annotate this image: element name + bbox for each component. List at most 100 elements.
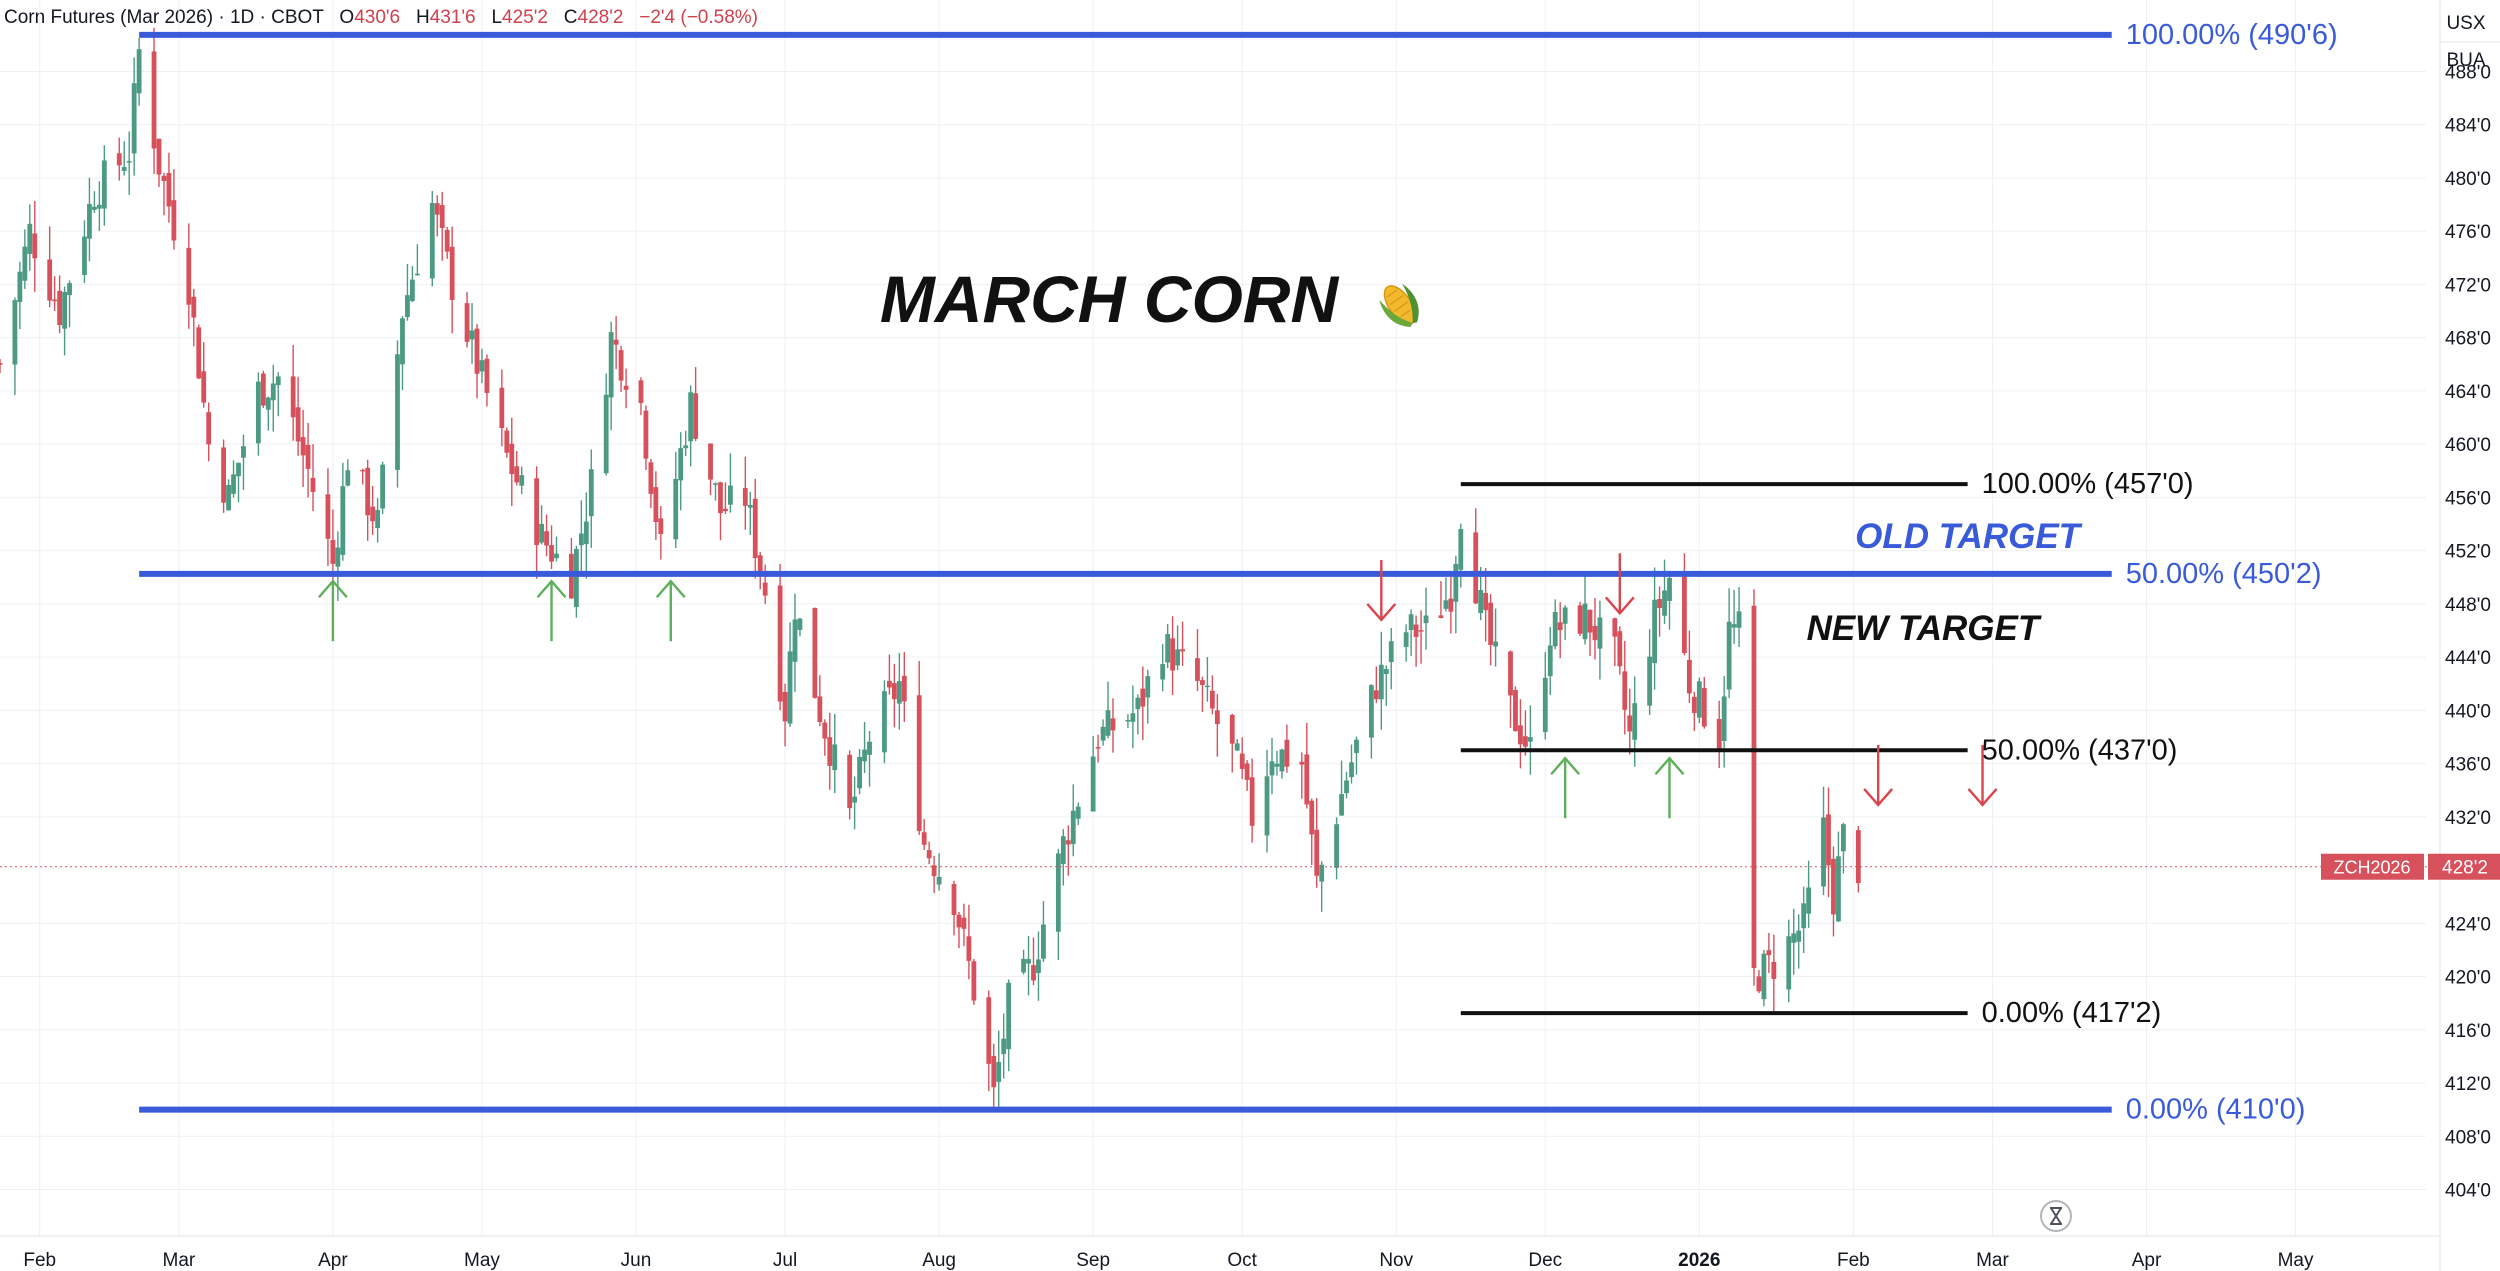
candle-body bbox=[275, 376, 281, 386]
candle-body bbox=[936, 876, 942, 885]
candle-body bbox=[1508, 651, 1513, 696]
y-tick-label: 432'0 bbox=[2445, 808, 2491, 829]
candle-body bbox=[867, 741, 872, 755]
candle-body bbox=[1413, 624, 1419, 637]
candle-body bbox=[1731, 624, 1737, 628]
candle-body bbox=[688, 392, 694, 442]
candle-body bbox=[1314, 829, 1320, 876]
candle-body bbox=[514, 466, 520, 483]
candle-body bbox=[1145, 676, 1151, 698]
candle-body bbox=[444, 229, 450, 252]
corn-husk-left bbox=[1379, 299, 1413, 327]
y-tick-label: 476'0 bbox=[2445, 222, 2491, 243]
candle-body bbox=[708, 443, 713, 480]
candle-body bbox=[1100, 726, 1106, 741]
candle-body bbox=[862, 749, 867, 762]
candle-body bbox=[116, 153, 122, 166]
y-tick-label: 436'0 bbox=[2445, 755, 2491, 776]
candle-body bbox=[1349, 762, 1354, 778]
candle-body bbox=[206, 412, 212, 445]
candle-body bbox=[265, 397, 271, 410]
candle-body bbox=[1662, 590, 1667, 616]
candle-body bbox=[956, 914, 962, 928]
candle-body bbox=[1513, 690, 1518, 732]
up-arrow-icon bbox=[1550, 756, 1581, 819]
candle-body bbox=[1026, 959, 1031, 964]
down-arrow-icon bbox=[1967, 744, 1998, 807]
candle-body bbox=[1696, 681, 1702, 718]
candle-body bbox=[1721, 696, 1727, 741]
y-tick-label: 448'0 bbox=[2445, 595, 2491, 616]
y-tick-label: 480'0 bbox=[2445, 169, 2491, 190]
candle-body bbox=[1269, 761, 1275, 776]
candle-body bbox=[375, 509, 381, 529]
candle-body bbox=[1652, 599, 1657, 664]
candle-body bbox=[1309, 800, 1315, 835]
candle-body bbox=[951, 884, 957, 915]
candle-body bbox=[1527, 737, 1533, 742]
candle-body bbox=[509, 443, 515, 475]
candle-body bbox=[1701, 687, 1707, 727]
candle-body bbox=[260, 373, 266, 406]
arrow-head bbox=[318, 579, 348, 599]
arrow-head bbox=[655, 579, 686, 599]
candle-body bbox=[817, 696, 823, 722]
candle-body bbox=[171, 200, 177, 241]
annotation-label: NEW TARGET bbox=[1807, 609, 2042, 648]
candle-body bbox=[335, 547, 341, 567]
candle-body bbox=[857, 756, 862, 789]
candle-body bbox=[474, 328, 480, 374]
candle-body bbox=[1801, 903, 1807, 929]
candle-body bbox=[1488, 602, 1494, 645]
candle-body bbox=[623, 385, 629, 390]
candle-body bbox=[1135, 697, 1141, 710]
candle-body bbox=[1234, 743, 1240, 751]
candle-body bbox=[370, 506, 376, 522]
y-tick-label: 460'0 bbox=[2445, 435, 2491, 456]
candle-body bbox=[1493, 641, 1498, 647]
candle-body bbox=[673, 478, 679, 540]
candle-body bbox=[678, 448, 684, 481]
candle-body bbox=[1756, 976, 1762, 992]
candle-body bbox=[161, 175, 167, 181]
candle-body bbox=[1403, 632, 1409, 647]
arrow-head bbox=[1654, 756, 1685, 776]
corn-emoji-icon bbox=[1379, 283, 1419, 327]
replay-icon[interactable] bbox=[2040, 1200, 2072, 1232]
candle-body bbox=[534, 478, 540, 546]
candle-body bbox=[96, 204, 102, 209]
x-tick-label: Feb bbox=[1837, 1250, 1870, 1271]
candle-body bbox=[1339, 794, 1344, 816]
candle-body bbox=[400, 318, 405, 365]
candle-body bbox=[1229, 714, 1235, 744]
candle-body bbox=[1006, 982, 1012, 1050]
candle-body bbox=[136, 49, 142, 94]
up-arrow-icon bbox=[655, 579, 686, 642]
y-tick-label: 468'0 bbox=[2445, 329, 2491, 350]
x-tick-label: Nov bbox=[1379, 1250, 1413, 1271]
candle-body bbox=[290, 376, 296, 418]
candle-body bbox=[1264, 776, 1270, 836]
x-tick-label: Oct bbox=[1227, 1250, 1257, 1271]
candle-body bbox=[777, 585, 783, 702]
candle-body bbox=[1344, 780, 1349, 794]
corn-kernels bbox=[1386, 289, 1411, 318]
candle-body bbox=[693, 393, 699, 439]
x-tick-label: Jul bbox=[773, 1250, 797, 1271]
candle-body bbox=[728, 485, 733, 505]
candle-body bbox=[131, 83, 137, 154]
candle-body bbox=[544, 531, 549, 546]
candle-body bbox=[1423, 615, 1429, 624]
candle-body bbox=[782, 691, 788, 722]
candle-body bbox=[1627, 715, 1633, 732]
candle-body bbox=[1726, 621, 1732, 690]
candle-body bbox=[360, 469, 366, 472]
candle-body bbox=[270, 383, 276, 401]
candle-body bbox=[1140, 688, 1146, 707]
candle-body bbox=[1478, 590, 1484, 614]
ohlc-low: L425'2 bbox=[491, 7, 548, 28]
candle-body bbox=[464, 303, 470, 342]
candle-body bbox=[603, 394, 609, 474]
